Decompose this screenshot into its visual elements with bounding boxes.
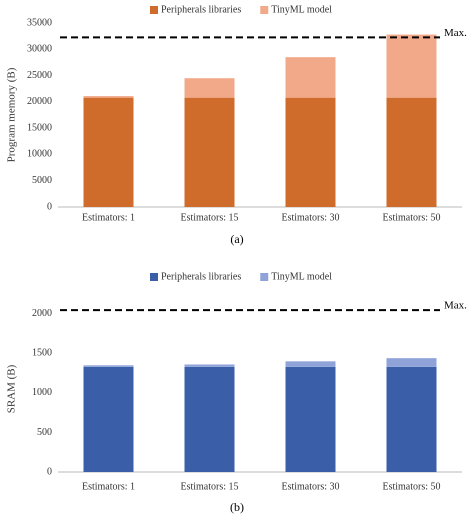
y-tick-label: 0 [47, 201, 52, 212]
bar-segment [285, 97, 336, 207]
bar-segment [184, 366, 235, 472]
bar-segment [386, 366, 437, 472]
legend-label: Peripherals libraries [161, 271, 241, 282]
y-tick-label: 2000 [32, 308, 52, 319]
legend-swatch [260, 273, 269, 281]
y-tick-label: 10000 [27, 149, 52, 160]
y-tick-label: 25000 [27, 70, 52, 81]
x-tick-label: Estimators: 50 [382, 481, 440, 492]
y-tick-label: 35000 [27, 17, 52, 28]
legend-label: TinyML model [271, 4, 332, 15]
bar-segment [386, 358, 437, 367]
bar-segment [83, 97, 134, 207]
x-tick-label: Estimators: 30 [281, 481, 339, 492]
bar-segment [184, 97, 235, 207]
y-tick-label: 15000 [27, 122, 52, 133]
x-tick-label: Estimators: 1 [82, 212, 135, 223]
x-tick-label: Estimators: 15 [180, 481, 238, 492]
bar-segment [184, 364, 235, 367]
y-axis-label: SRAM (B) [6, 364, 18, 413]
y-axis-label: Program memory (B) [6, 67, 18, 162]
y-tick-label: 20000 [27, 96, 52, 107]
bar-segment [83, 365, 134, 367]
x-tick-label: Estimators: 15 [180, 212, 238, 223]
legend-swatch [150, 273, 158, 281]
y-tick-label: 30000 [27, 44, 52, 55]
caption: (a) [230, 232, 243, 246]
legend-swatch [260, 6, 269, 14]
y-tick-label: 0 [47, 466, 52, 477]
x-tick-label: Estimators: 30 [281, 212, 339, 223]
bar-segment [386, 34, 437, 98]
caption: (b) [230, 500, 244, 514]
x-tick-label: Estimators: 1 [82, 481, 135, 492]
bar-segment [83, 96, 134, 98]
bar-segment [285, 361, 336, 367]
max-label: Max. [444, 27, 467, 39]
bar-segment [184, 78, 235, 98]
max-label: Max. [444, 300, 467, 312]
bar-segment [386, 97, 437, 207]
x-tick-label: Estimators: 50 [382, 212, 440, 223]
legend-label: Peripherals libraries [161, 4, 241, 15]
y-tick-label: 1000 [32, 387, 52, 398]
y-tick-label: 5000 [32, 175, 52, 186]
legend-swatch [150, 6, 158, 14]
y-tick-label: 500 [37, 427, 52, 438]
bar-segment [83, 366, 134, 472]
y-tick-label: 1500 [32, 348, 52, 359]
legend-label: TinyML model [271, 271, 332, 282]
bar-segment [285, 366, 336, 472]
bar-segment [285, 57, 336, 98]
